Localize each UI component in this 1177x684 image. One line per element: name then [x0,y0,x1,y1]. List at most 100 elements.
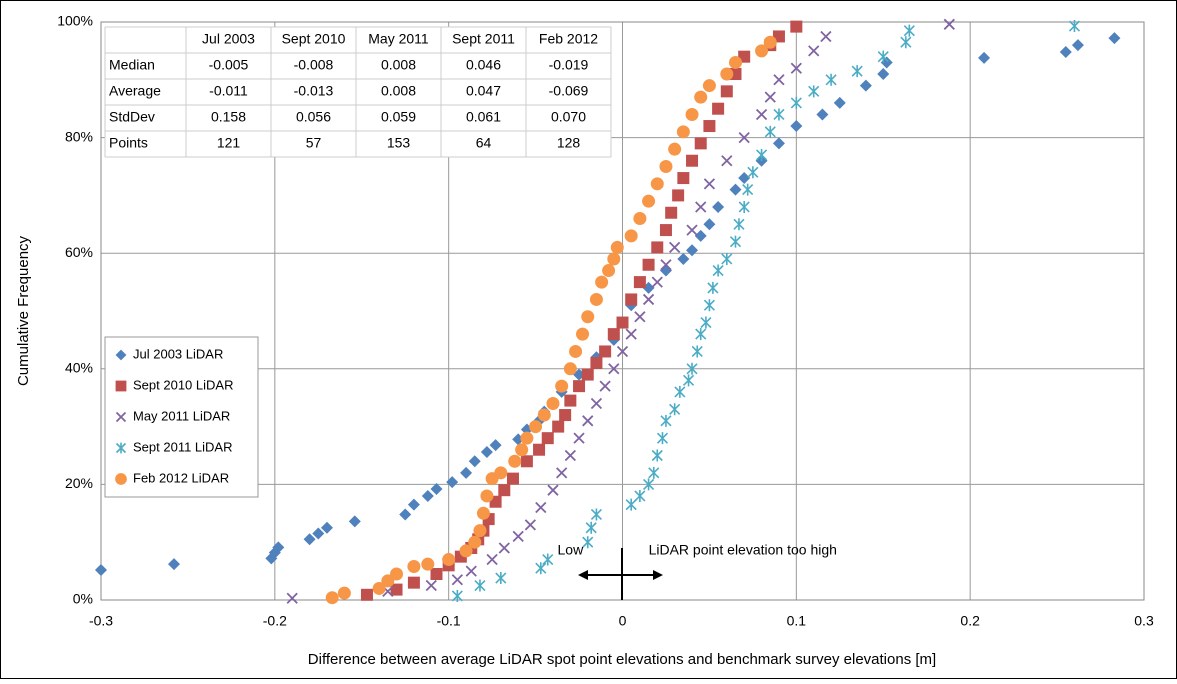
square-marker [642,258,655,271]
star-marker [851,65,863,78]
square-marker [115,380,127,392]
diamond-marker [115,349,127,361]
table-header: Sept 2010 [282,31,346,47]
star-marker [733,218,745,231]
circle-marker [624,229,638,243]
star-marker [808,85,820,98]
legend-label: Feb 2012 LiDAR [133,470,229,485]
table-cell: 0.056 [296,109,331,125]
star-marker [756,148,768,161]
star-marker [707,281,719,294]
circle-marker [390,567,404,581]
star-marker [669,403,681,416]
star-marker [474,579,486,592]
star-marker [700,316,712,329]
table-cell: 0.008 [381,83,416,99]
square-marker [720,85,733,98]
square-marker [407,576,420,589]
x-marker [634,311,646,323]
x-tick-label: 0.1 [787,613,807,629]
star-marker [651,449,663,462]
x-marker [564,449,576,462]
circle-marker [476,506,490,520]
square-marker [607,328,620,341]
circle-marker [381,574,395,588]
x-tick-label: 0.2 [960,613,980,629]
square-marker [590,357,603,370]
x-marker [547,484,559,496]
y-tick-label: 80% [65,128,93,144]
diamond-marker [877,68,890,81]
table-cell: 0.070 [551,109,586,125]
x-tick-label: -0.1 [437,613,461,629]
circle-marker [442,553,456,567]
table-cell: 0.158 [211,109,246,125]
star-marker [877,50,889,63]
star-marker [738,200,750,213]
diamond-marker [712,200,725,213]
y-tick-label: 40% [65,360,93,376]
circle-marker [421,557,435,571]
star-marker [903,24,915,37]
diamond-marker [95,563,107,576]
table-cell: 121 [217,135,241,151]
star-marker [656,432,669,445]
circle-marker [555,379,569,393]
table-row-label: Points [109,135,148,151]
x-marker [556,467,568,479]
star-marker [643,478,655,491]
star-marker [115,442,127,454]
x-tick-label: 0.3 [1134,613,1154,629]
diamond-marker [168,558,181,571]
square-marker [498,484,511,497]
arrow-head [653,570,663,580]
star-marker [900,36,912,49]
circle-marker [702,79,716,93]
x-marker [808,45,820,57]
star-marker [625,498,637,511]
circle-marker [595,275,609,289]
circle-marker [763,35,777,49]
square-marker [360,588,373,601]
square-marker [564,394,577,407]
legend-label: Sept 2010 LiDAR [133,377,233,392]
x-tick-label: -0.2 [263,613,287,629]
x-marker [582,415,594,427]
diamond-marker [816,108,829,121]
square-marker [559,409,572,422]
x-marker [535,501,547,514]
star-marker [695,328,707,341]
x-marker [498,542,510,554]
table-cell: -0.019 [549,57,589,73]
circle-marker [685,107,699,121]
table-row-label: Median [109,57,155,73]
diamond-marker [703,218,716,231]
diamond-marker [407,498,420,511]
star-marker [721,252,733,265]
direction-arrows [578,548,663,600]
diamond-marker [421,489,434,502]
square-marker [625,293,638,306]
x-axis-label: Difference between average LiDAR spot po… [308,651,936,668]
x-marker [524,519,537,531]
circle-marker [480,489,494,503]
table-cell: 0.008 [381,57,416,73]
circle-marker [589,292,603,306]
star-marker [729,235,742,248]
x-marker [616,345,629,358]
star-marker [691,345,703,358]
square-marker [616,316,629,329]
circle-marker [115,473,127,485]
x-marker [943,18,955,30]
circle-marker [508,454,522,468]
diamond-marker [480,446,493,459]
x-marker [465,565,477,577]
circle-marker [728,55,742,69]
x-marker [608,363,620,375]
diamond-marker [399,508,412,521]
diamond-marker [446,476,459,489]
star-marker [495,572,507,585]
square-marker [506,472,519,485]
circle-marker [407,559,421,573]
